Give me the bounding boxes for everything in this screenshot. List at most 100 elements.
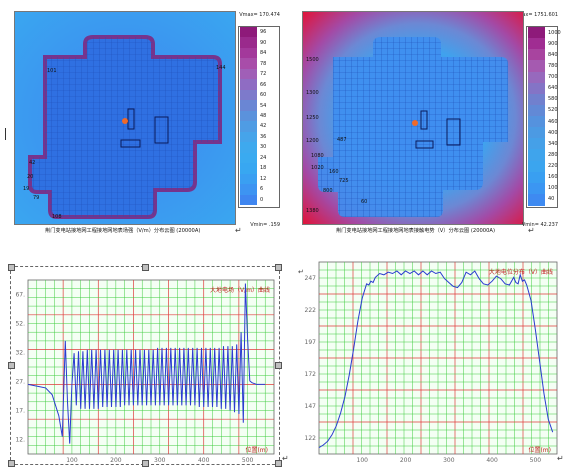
resize-handle-tl[interactable] <box>8 264 15 271</box>
legend-label: 520 <box>548 107 558 114</box>
point-label: 725 <box>339 178 349 184</box>
legend-swatch <box>240 89 257 101</box>
point-label: 79 <box>33 195 39 201</box>
legend-swatch <box>240 79 257 91</box>
field-map-panel: Vmax= 170.474 101 144 42 20 19 <box>12 8 280 240</box>
resize-handle-ml[interactable] <box>8 362 15 369</box>
potential-map-panel: Vmax= 1751.601 1500 <box>300 8 561 240</box>
legend-label: 280 <box>548 151 558 158</box>
legend-swatch <box>528 182 545 195</box>
legend-label: 1000 <box>548 29 561 36</box>
injection-point-marker <box>412 120 418 126</box>
legend-label: 24 <box>260 154 267 161</box>
y-tick-label: 247 <box>305 275 317 282</box>
legend-swatch <box>528 38 545 50</box>
point-label: 60 <box>361 199 367 205</box>
y-tick-label: 222 <box>305 307 317 314</box>
series-line <box>27 283 266 444</box>
legend-swatch <box>528 49 545 61</box>
resize-handle-bl[interactable] <box>8 460 15 467</box>
legend-swatch <box>240 173 257 185</box>
x-tick-label: 200 <box>110 457 122 463</box>
side-label: 1500 <box>306 57 319 63</box>
legend-label: 48 <box>260 113 267 119</box>
legend-swatch <box>240 47 257 59</box>
building-1 <box>420 110 428 130</box>
legend-label: 460 <box>548 118 558 125</box>
injection-point-marker <box>122 118 128 124</box>
legend-swatch <box>240 131 257 143</box>
legend-swatch <box>240 184 257 196</box>
point-label: 20 <box>27 174 33 180</box>
legend-swatch <box>240 100 257 112</box>
building-1 <box>127 108 135 130</box>
field-map-svg: 101 144 42 20 19 79 108 <box>15 12 235 224</box>
legend-label: 220 <box>548 163 558 170</box>
potential-map-caption: 荆门变电站接地网工程接地网地表接触电势（V）分布云图 (20000A) <box>336 228 495 234</box>
x-tick-label: 300 <box>154 457 166 463</box>
x-tick-label: 300 <box>443 457 455 464</box>
potential-chart-svg: 247 222 197 172 147 122 100 200 300 400 500 位置(m) 大地… <box>305 261 558 464</box>
legend-label: 640 <box>548 85 558 92</box>
x-tick-label: 100 <box>357 457 369 464</box>
potential-map-svg: 1500 1300 1250 1200 1380 487 160 1080 10… <box>303 12 523 224</box>
legend-swatch <box>528 93 545 106</box>
y-tick-label: 32. <box>15 350 25 357</box>
legend-label: 36 <box>260 133 267 140</box>
field-map-vmax: Vmax= 170.474 <box>239 12 280 18</box>
x-tick-label: 500 <box>242 457 254 463</box>
legend-label: 12 <box>260 175 267 182</box>
y-tick-label: 122 <box>305 435 317 442</box>
legend-swatch <box>240 142 257 154</box>
legend-swatch <box>528 71 545 84</box>
series-legend: 大地电位分布（V）曲线 <box>489 268 553 276</box>
x-tick-label: 200 <box>400 457 412 464</box>
return-arrow-icon: ↵ <box>282 454 289 463</box>
resize-handle-tm[interactable] <box>142 264 149 271</box>
potential-chart-panel: 247 222 197 172 147 122 100 200 300 400 500 位置(m) 大地… <box>303 258 561 464</box>
point-label: 42 <box>29 160 35 166</box>
legend-label: 780 <box>548 62 558 69</box>
legend-label: 96 <box>260 29 267 36</box>
field-map-canvas: 101 144 42 20 19 79 108 <box>14 11 236 225</box>
point-label: 800 <box>323 188 333 194</box>
return-arrow-icon: ↵ <box>557 454 564 463</box>
legend-swatch <box>528 60 545 72</box>
point-label: 19 <box>23 186 29 192</box>
resize-handle-mr[interactable] <box>275 362 282 369</box>
y-tick-label: 52. <box>15 321 25 328</box>
legend-swatch <box>240 163 257 175</box>
legend-swatch <box>240 110 257 122</box>
return-arrow-icon: ↵ <box>528 226 535 235</box>
building-3 <box>120 139 141 148</box>
x-tick-label: 100 <box>66 457 78 463</box>
legend-label: 840 <box>548 51 558 58</box>
field-map-legend: 96 90 84 78 72 66 60 54 48 42 36 30 24 18 12 6 0 <box>238 26 280 208</box>
legend-label: 900 <box>548 40 558 47</box>
y-tick-label: 197 <box>305 339 317 346</box>
resize-handle-tr[interactable] <box>275 264 282 271</box>
legend-swatch <box>240 121 257 133</box>
legend-swatch <box>528 104 545 117</box>
legend-label: 84 <box>260 50 267 57</box>
legend-label: 6 <box>260 186 264 193</box>
point-label: 160 <box>329 169 339 175</box>
potential-map-vmin: Vmin= 42.237 <box>521 222 558 228</box>
legend-swatch <box>528 149 545 161</box>
legend-swatch <box>240 68 257 80</box>
potential-map-canvas: 1500 1300 1250 1200 1380 487 160 1080 10… <box>302 11 524 225</box>
x-tick-label: 400 <box>198 457 210 463</box>
legend-swatch <box>528 27 545 39</box>
field-chart-panel[interactable]: 67. 52. 32. 27. 17. 12. 100 200 300 400 500 位置(m) 大地… <box>8 264 282 467</box>
legend-label: 30 <box>260 144 267 151</box>
resize-handle-br[interactable] <box>275 460 282 467</box>
legend-label: 40 <box>548 196 555 203</box>
legend-swatch <box>528 171 545 184</box>
legend-swatch <box>528 127 545 139</box>
building-2 <box>154 116 169 144</box>
point-label: 108 <box>52 214 62 220</box>
side-label: 1200 <box>306 138 319 144</box>
resize-handle-bm[interactable] <box>142 460 149 467</box>
potential-map-legend: 1000 900 840 780 700 640 580 520 460 400 340 280 220… <box>526 26 561 208</box>
legend-label: 78 <box>260 60 267 67</box>
